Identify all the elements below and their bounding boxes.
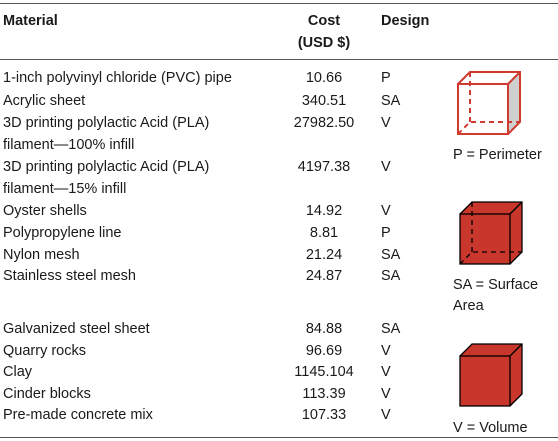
cell-cost-6: 8.81 [309, 225, 339, 241]
cell-design-9: SA [381, 321, 401, 337]
cell-cost-10: 96.69 [305, 343, 343, 359]
top-rule [0, 3, 558, 4]
cell-cost-7: 21.24 [305, 247, 343, 263]
header-cost-unit: (USD $) [297, 35, 351, 51]
cell-cost-5: 14.92 [305, 203, 343, 219]
bottom-rule [0, 437, 558, 438]
cell-cost-11: 1145.104 [294, 364, 354, 380]
cell-design-2: SA [381, 93, 401, 109]
cell-material-6: Polypropylene line [3, 225, 122, 241]
cell-material-5: Oyster shells [3, 203, 87, 219]
cell-design-5: V [381, 203, 391, 219]
cell-design-8: SA [381, 268, 401, 284]
header-design: Design [381, 13, 430, 29]
cell-design-10: V [381, 343, 391, 359]
cell-design-13: V [381, 407, 391, 423]
header-material: Material [3, 13, 58, 29]
cell-material-12: Cinder blocks [3, 386, 91, 402]
cell-material-2: Acrylic sheet [3, 93, 86, 109]
cell-design-3: V [381, 115, 391, 131]
legend-perimeter: P = Perimeter [453, 147, 542, 163]
cell-cost-3: 27982.50 [293, 115, 355, 131]
cell-cost-9: 84.88 [305, 321, 343, 337]
cell-material-8: Stainless steel mesh [3, 268, 136, 284]
legend-surface-area: SA = Surface [453, 277, 539, 293]
cell-cost-4: 4197.38 [297, 159, 351, 175]
legend-surface-area-line2: Area [453, 298, 484, 314]
cell-cost-13: 107.33 [301, 407, 347, 423]
surface-area-cube-icon [459, 201, 523, 265]
cell-cost-1: 10.66 [305, 70, 343, 86]
cell-material-13: Pre-made concrete mix [3, 407, 153, 423]
cell-design-4: V [381, 159, 391, 175]
cell-cost-2: 340.51 [301, 93, 347, 109]
cell-material-1: 1-inch polyvinyl chloride (PVC) pipe [3, 70, 232, 86]
cell-cost-12: 113.39 [302, 386, 346, 402]
cell-cost-8: 24.87 [305, 268, 343, 284]
cell-material-7: Nylon mesh [3, 247, 80, 263]
cell-design-7: SA [381, 247, 401, 263]
cell-material-9: Galvanized steel sheet [3, 321, 150, 337]
cell-design-12: V [381, 386, 391, 402]
cell-material-11: Clay [3, 364, 33, 380]
cell-design-6: P [381, 225, 391, 241]
cell-material-3-line2: filament—100% infill [3, 137, 135, 153]
header-cost: Cost [307, 13, 341, 29]
legend-volume: V = Volume [453, 420, 528, 436]
cell-material-4-line2: filament—15% infill [3, 181, 127, 197]
cell-material-10: Quarry rocks [3, 343, 86, 359]
cell-material-4-line1: 3D printing polylactic Acid (PLA) [3, 159, 210, 175]
perimeter-cube-icon [457, 71, 521, 135]
header-rule [0, 59, 558, 60]
volume-cube-icon [459, 343, 523, 407]
cell-material-3-line1: 3D printing polylactic Acid (PLA) [3, 115, 210, 131]
cell-design-11: V [381, 364, 391, 380]
cell-design-1: P [381, 70, 391, 86]
